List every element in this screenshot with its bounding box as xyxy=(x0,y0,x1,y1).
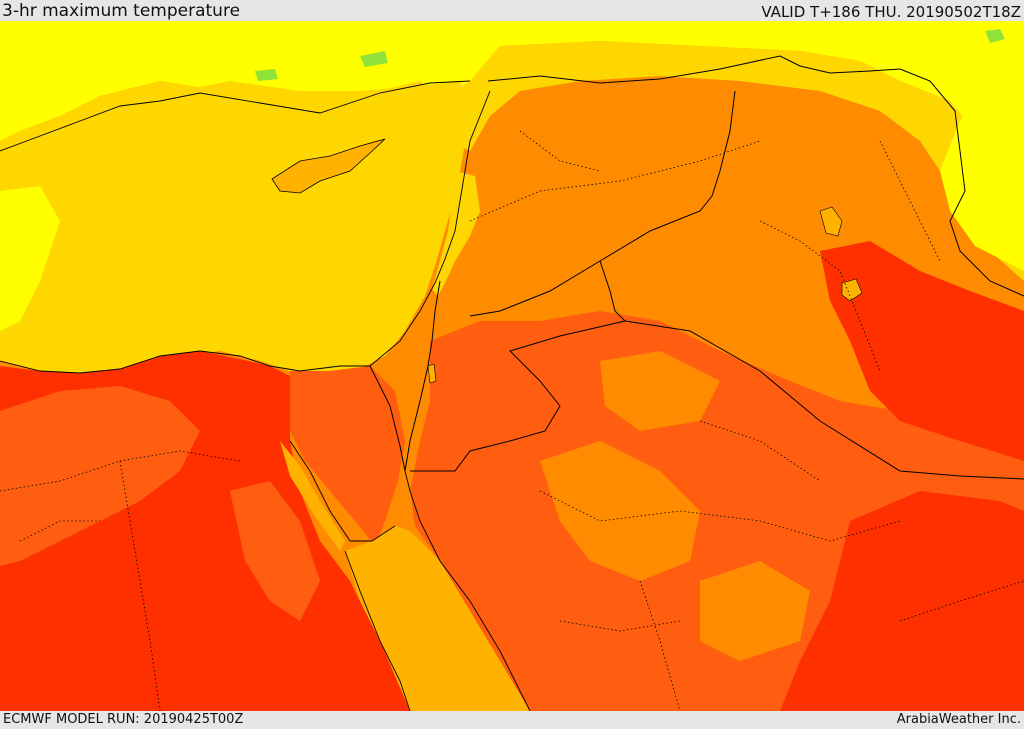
anatolia-green-patch xyxy=(255,69,278,81)
cyprus-island xyxy=(271,138,386,194)
arabia-southeast-red xyxy=(780,491,1024,711)
iraq-red xyxy=(820,241,1024,461)
valid-time: VALID T+186 THU. 20190502T18Z xyxy=(761,3,1021,21)
province-borders xyxy=(0,130,1024,711)
map-canvas xyxy=(0,21,1024,711)
egypt-red-orange-nile xyxy=(230,481,320,621)
dead-sea xyxy=(427,363,437,384)
arabia-orange-pocket-1 xyxy=(540,441,700,581)
arabia-orange-pocket-3 xyxy=(600,351,720,431)
egypt-red-orange-west xyxy=(0,386,200,566)
map-title: 3-hr maximum temperature xyxy=(2,1,241,21)
top-bar: 3-hr maximum temperature VALID T+186 THU… xyxy=(0,0,1024,21)
zagros-green-patch xyxy=(985,29,1005,43)
lake-razazah xyxy=(841,278,863,302)
country-borders xyxy=(369,55,1024,480)
coastlines xyxy=(0,80,531,711)
sinai-red-orange xyxy=(290,366,405,546)
red-sea xyxy=(345,526,530,711)
med-yellow-west xyxy=(0,186,60,331)
lake-tharthar xyxy=(819,206,843,237)
northern-yellow-band xyxy=(0,21,1024,171)
bottom-bar: ECMWF MODEL RUN: 20190425T00Z ArabiaWeat… xyxy=(0,711,1024,729)
arabia-orange-pocket-2 xyxy=(700,561,810,661)
gulf-of-suez xyxy=(280,441,345,551)
credit-text: ArabiaWeather Inc. xyxy=(896,712,1021,727)
zagros-yellow xyxy=(940,61,1024,271)
model-run: ECMWF MODEL RUN: 20190425T00Z xyxy=(3,712,244,727)
anatolia-green-patch-2 xyxy=(360,51,388,67)
temperature-map xyxy=(0,21,1024,711)
levant-coast-gold xyxy=(432,171,480,296)
